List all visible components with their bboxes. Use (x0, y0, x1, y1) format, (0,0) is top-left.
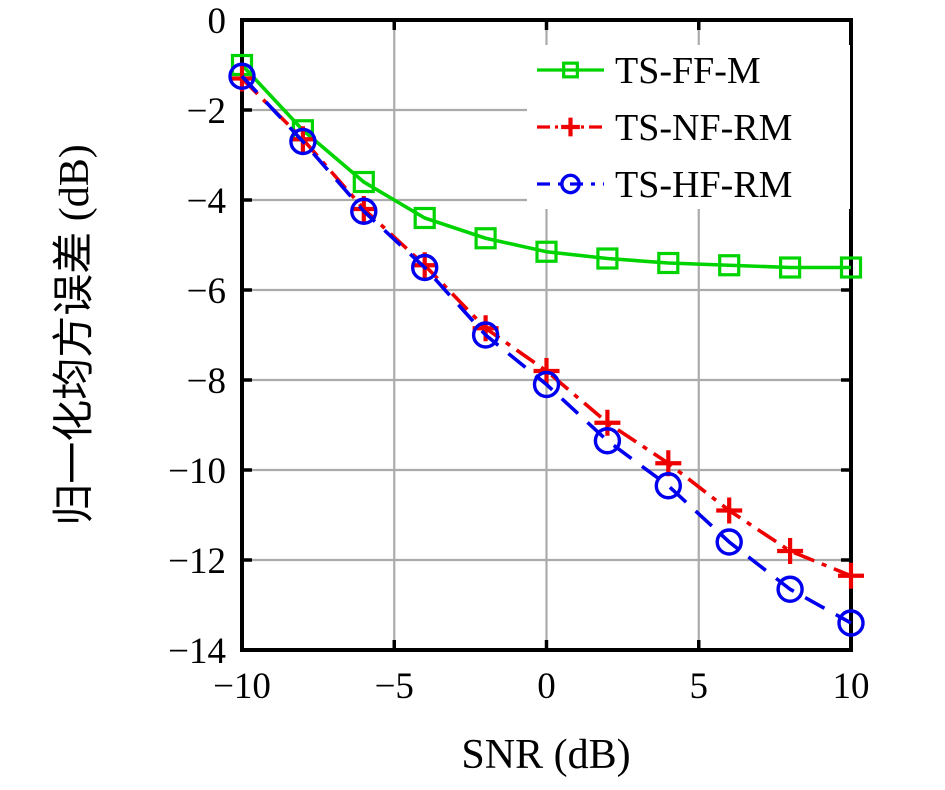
x-tick-label: −5 (375, 666, 414, 707)
legend: TS-FF-M TS-NF-RM TS-HF-RM (527, 45, 850, 209)
circle-marker (593, 427, 622, 455)
y-tick-label: −10 (168, 451, 226, 492)
series-line (240, 75, 852, 625)
circle-marker (654, 472, 682, 500)
legend-label: TS-NF-RM (615, 107, 792, 149)
legend-label: TS-HF-RM (615, 164, 792, 206)
legend-item-TS-NF-RM: TS-NF-RM (537, 107, 792, 149)
series (228, 53, 865, 637)
circle-marker (471, 321, 500, 349)
x-tick-label: 5 (690, 666, 709, 707)
y-tick-label: −8 (187, 361, 226, 402)
square-marker (657, 251, 680, 275)
y-axis-label: 归一化均方误差 (dB) (52, 144, 98, 526)
y-tick-label: −12 (168, 541, 226, 582)
y-tick-label: 0 (208, 1, 227, 42)
series-line (240, 63, 851, 270)
square-marker (535, 240, 558, 263)
circle-marker (350, 197, 378, 225)
legend-item-TS-FF-M: TS-FF-M (537, 50, 761, 92)
square-marker (718, 254, 741, 277)
square-marker (596, 247, 619, 270)
circle-marker (776, 575, 804, 603)
y-tick-label: −2 (187, 91, 226, 132)
circle-marker (289, 127, 317, 156)
y-tick-label: −14 (168, 631, 226, 672)
square-marker (413, 206, 436, 230)
x-axis-label: SNR (dB) (461, 732, 630, 778)
y-tick-label: −4 (187, 181, 226, 222)
x-tick-label: 0 (537, 666, 556, 707)
circle-marker (715, 528, 743, 556)
circle-marker (560, 173, 581, 195)
x-tick-label: −10 (213, 666, 271, 707)
square-marker (778, 256, 802, 279)
square-marker (839, 256, 863, 279)
legend-background (527, 45, 850, 209)
circle-marker (228, 62, 256, 90)
y-tick-label: −6 (187, 271, 226, 312)
axes: −10 −5 0 5 10 0 −2 −4 −6 −8 −10 −12 −14 (168, 1, 869, 707)
circle-marker (532, 370, 561, 399)
square-marker (352, 170, 375, 194)
x-tick-label: 10 (833, 666, 870, 707)
legend-item-TS-HF-RM: TS-HF-RM (537, 164, 792, 206)
square-marker (562, 61, 579, 79)
circle-marker (411, 253, 439, 282)
legend-label: TS-FF-M (615, 50, 761, 92)
circle-marker (837, 609, 865, 637)
series-TS-HF-RM (228, 62, 865, 637)
square-marker (474, 227, 497, 250)
